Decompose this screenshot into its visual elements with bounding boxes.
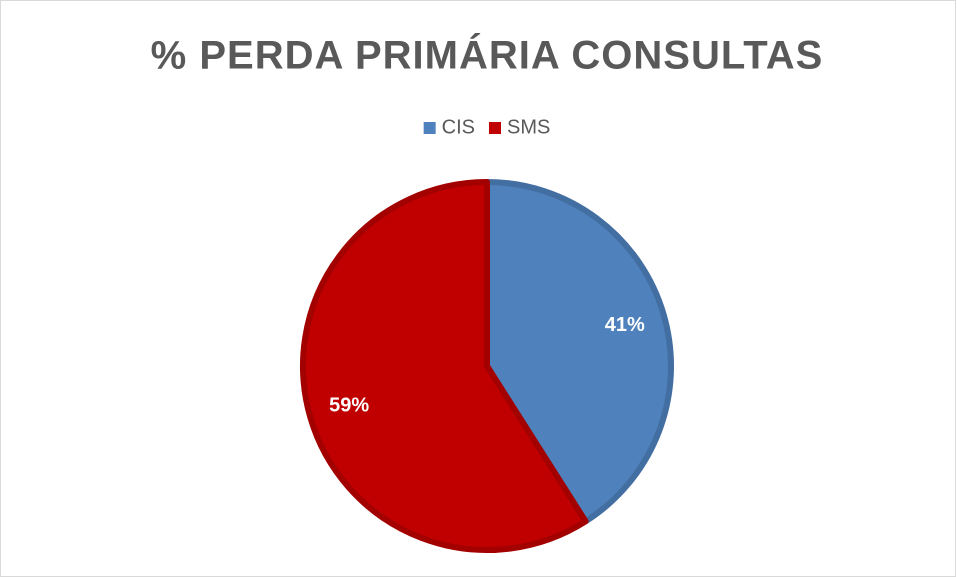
data-label: 41% [605,314,645,336]
legend-swatch [423,122,436,134]
pie-slice [300,179,589,553]
legend-label: SMS [507,116,550,138]
data-label: 59% [329,394,369,416]
chart-title: % PERDA PRIMÁRIA CONSULTAS [151,33,824,78]
legend-label: CIS [442,116,475,138]
legend-swatch [489,122,501,134]
